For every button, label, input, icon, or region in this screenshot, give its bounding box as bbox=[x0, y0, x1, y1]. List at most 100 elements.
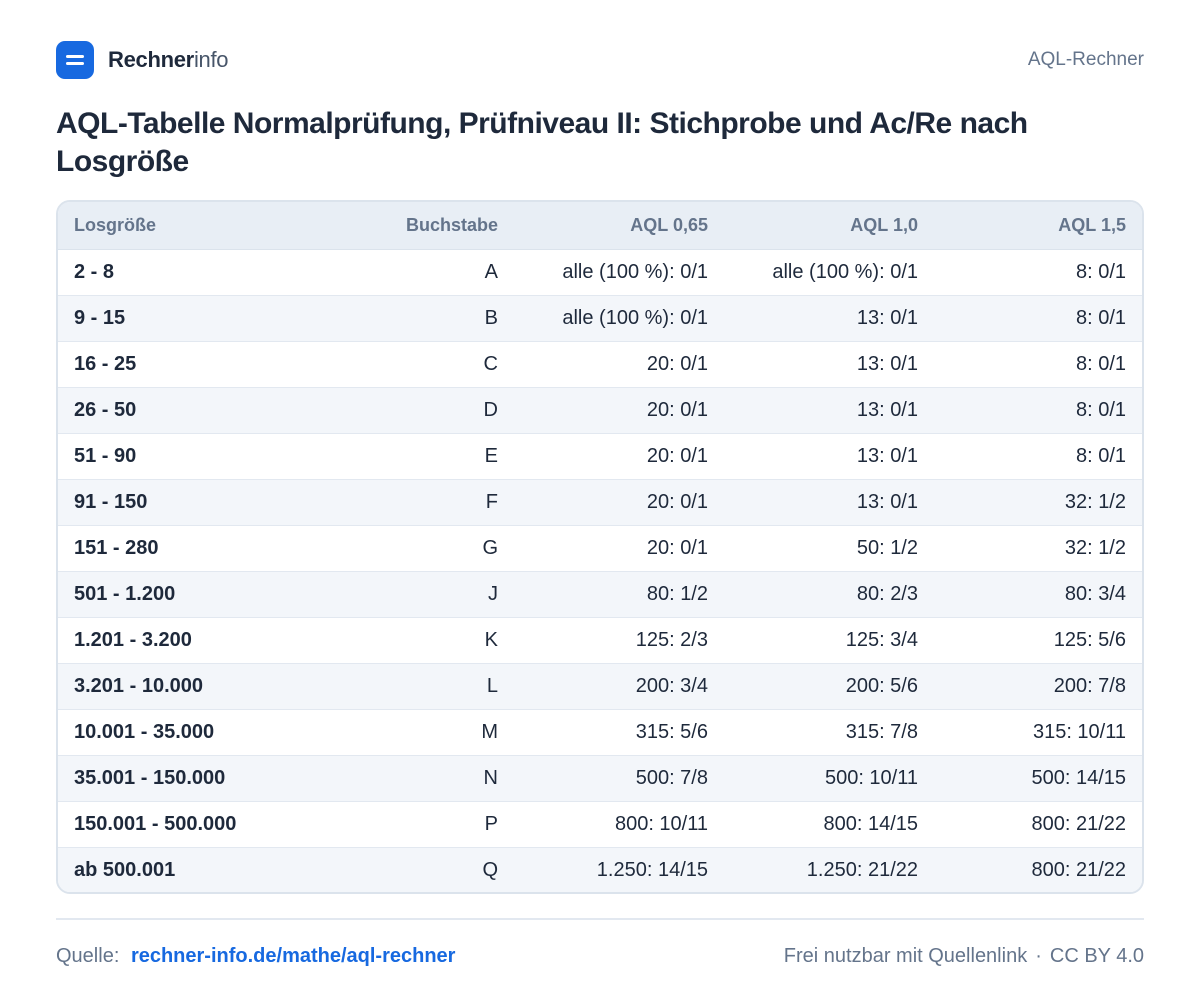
table-cell: 8: 0/1 bbox=[1075, 260, 1126, 283]
table-cell: 800: 21/22 bbox=[1031, 858, 1126, 881]
table-cell: 3.201 - 10.000 bbox=[74, 674, 203, 697]
table-cell: 9 - 15 bbox=[74, 306, 126, 329]
table-cell: 32: 1/2 bbox=[1064, 490, 1126, 513]
column-header: AQL 1,0 bbox=[724, 202, 934, 250]
table-cell: 500: 7/8 bbox=[635, 766, 708, 789]
table-cell: Q bbox=[482, 858, 498, 881]
table-cell: 91 - 150 bbox=[74, 490, 148, 513]
table-cell: N bbox=[483, 766, 498, 789]
table-cell: 35.001 - 150.000 bbox=[74, 766, 226, 789]
table-cell: C bbox=[483, 352, 498, 375]
aql-table-container: Losgröße Buchstabe AQL 0,65 AQL 1,0 AQL 1,5 … bbox=[56, 200, 1144, 894]
column-header: AQL 0,65 bbox=[514, 202, 724, 250]
table-cell: 200: 7/8 bbox=[1053, 674, 1126, 697]
table-cell: B bbox=[484, 306, 498, 329]
table-cell: 800: 14/15 bbox=[823, 812, 918, 835]
table-cell: G bbox=[482, 536, 498, 559]
table-cell: 200: 3/4 bbox=[635, 674, 708, 697]
table-cell: alle (100 %): 0/1 bbox=[562, 260, 708, 283]
table-row: 35.001 - 150.000 N 500: 7/8 500: 10/11 500: … bbox=[58, 755, 1142, 801]
table-cell: 13: 0/1 bbox=[856, 352, 918, 375]
license-badge: CC BY 4.0 bbox=[1049, 944, 1144, 967]
table-row: 51 - 90 E 20: 0/1 13: 0/1 8: 0/1 bbox=[58, 433, 1142, 479]
table-row: 26 - 50 D 20: 0/1 13: 0/1 8: 0/1 bbox=[58, 387, 1142, 433]
table-cell: 80: 1/2 bbox=[646, 582, 708, 605]
table-cell: K bbox=[484, 628, 498, 651]
table-cell: 10.001 - 35.000 bbox=[74, 720, 215, 743]
table-cell: 51 - 90 bbox=[74, 444, 137, 467]
table-cell: 8: 0/1 bbox=[1075, 444, 1126, 467]
source-info: Quelle: rechner-info.de/mathe/aql-rechne… bbox=[56, 945, 455, 968]
table-cell: 1.250: 21/22 bbox=[806, 858, 918, 881]
table-cell: 13: 0/1 bbox=[856, 490, 918, 513]
table-cell: 315: 10/11 bbox=[1032, 720, 1126, 743]
page-label: AQL-Rechner bbox=[1027, 49, 1144, 70]
logo-icon bbox=[56, 41, 94, 79]
table-cell: 13: 0/1 bbox=[856, 306, 918, 329]
table-cell: 200: 5/6 bbox=[845, 674, 918, 697]
table-row: 16 - 25 C 20: 0/1 13: 0/1 8: 0/1 bbox=[58, 341, 1142, 387]
table-row: 150.001 - 500.000 P 800: 10/11 800: 14/15 80… bbox=[58, 801, 1142, 847]
table-cell: alle (100 %): 0/1 bbox=[562, 306, 708, 329]
table-cell: 315: 7/8 bbox=[845, 720, 918, 743]
table-cell: 125: 2/3 bbox=[635, 628, 708, 651]
license-text: Frei nutzbar mit Quellenlink bbox=[783, 944, 1028, 967]
table-cell: 1.201 - 3.200 bbox=[74, 628, 192, 651]
source-link[interactable]: rechner-info.de/mathe/aql-rechner bbox=[130, 944, 456, 967]
footer-divider bbox=[56, 918, 1144, 920]
table-row: 501 - 1.200 J 80: 1/2 80: 2/3 80: 3/4 bbox=[58, 571, 1142, 617]
table-cell: P bbox=[484, 812, 498, 835]
brand[interactable]: Rechnerinfo bbox=[56, 41, 229, 79]
table-cell: 32: 1/2 bbox=[1064, 536, 1126, 559]
table-cell: 13: 0/1 bbox=[856, 398, 918, 421]
table-cell: 80: 3/4 bbox=[1064, 582, 1126, 605]
page-title: AQL-Tabelle Normalprüfung, Prüfniveau II… bbox=[56, 107, 1028, 178]
table-cell: 26 - 50 bbox=[74, 398, 137, 421]
separator: · bbox=[1035, 944, 1042, 967]
table-cell: 13: 0/1 bbox=[856, 444, 918, 467]
table-cell: 8: 0/1 bbox=[1075, 352, 1126, 375]
table-cell: 20: 0/1 bbox=[646, 444, 708, 467]
table-cell: 2 - 8 bbox=[74, 260, 115, 283]
table-cell: 125: 5/6 bbox=[1053, 628, 1126, 651]
table-row: 151 - 280 G 20: 0/1 50: 1/2 32: 1/2 bbox=[58, 525, 1142, 571]
table-row: 10.001 - 35.000 M 315: 5/6 315: 7/8 315: 10/… bbox=[58, 709, 1142, 755]
table-cell: 1.250: 14/15 bbox=[596, 858, 708, 881]
table-cell: 20: 0/1 bbox=[646, 352, 708, 375]
table-cell: 800: 21/22 bbox=[1031, 812, 1126, 835]
table-cell: E bbox=[484, 444, 498, 467]
table-cell: alle (100 %): 0/1 bbox=[772, 260, 918, 283]
table-cell: 20: 0/1 bbox=[646, 398, 708, 421]
column-header: AQL 1,5 bbox=[934, 202, 1142, 250]
table-row: 91 - 150 F 20: 0/1 13: 0/1 32: 1/2 bbox=[58, 479, 1142, 525]
table-cell: 315: 5/6 bbox=[635, 720, 708, 743]
table-cell: A bbox=[484, 260, 498, 283]
aql-table: Losgröße Buchstabe AQL 0,65 AQL 1,0 AQL 1,5 … bbox=[58, 202, 1142, 892]
license-info: Frei nutzbar mit Quellenlink · CC BY 4.0 bbox=[784, 945, 1144, 968]
table-cell: D bbox=[483, 398, 498, 421]
table-row: ab 500.001 Q 1.250: 14/15 1.250: 21/22 800: … bbox=[58, 847, 1142, 892]
table-cell: 20: 0/1 bbox=[646, 490, 708, 513]
table-cell: F bbox=[485, 490, 498, 513]
table-cell: 8: 0/1 bbox=[1075, 306, 1126, 329]
table-cell: 20: 0/1 bbox=[646, 536, 708, 559]
table-cell: 501 - 1.200 bbox=[74, 582, 176, 605]
table-header-row: Losgröße Buchstabe AQL 0,65 AQL 1,0 AQL 1,5 bbox=[58, 202, 1142, 250]
table-cell: 500: 10/11 bbox=[824, 766, 918, 789]
column-header: Losgröße bbox=[58, 202, 358, 250]
table-cell: 151 - 280 bbox=[74, 536, 159, 559]
table-cell: 50: 1/2 bbox=[856, 536, 918, 559]
table-cell: ab 500.001 bbox=[74, 858, 176, 881]
brand-name: Rechnerinfo bbox=[108, 47, 229, 72]
table-row: 3.201 - 10.000 L 200: 3/4 200: 5/6 200: 7/8 bbox=[58, 663, 1142, 709]
table-cell: 500: 14/15 bbox=[1031, 766, 1126, 789]
page-footer: Quelle: rechner-info.de/mathe/aql-rechne… bbox=[56, 940, 1144, 972]
table-cell: 16 - 25 bbox=[74, 352, 137, 375]
source-label: Quelle: bbox=[56, 944, 120, 967]
table-cell: 150.001 - 500.000 bbox=[74, 812, 237, 835]
table-cell: 8: 0/1 bbox=[1075, 398, 1126, 421]
table-cell: 80: 2/3 bbox=[856, 582, 918, 605]
